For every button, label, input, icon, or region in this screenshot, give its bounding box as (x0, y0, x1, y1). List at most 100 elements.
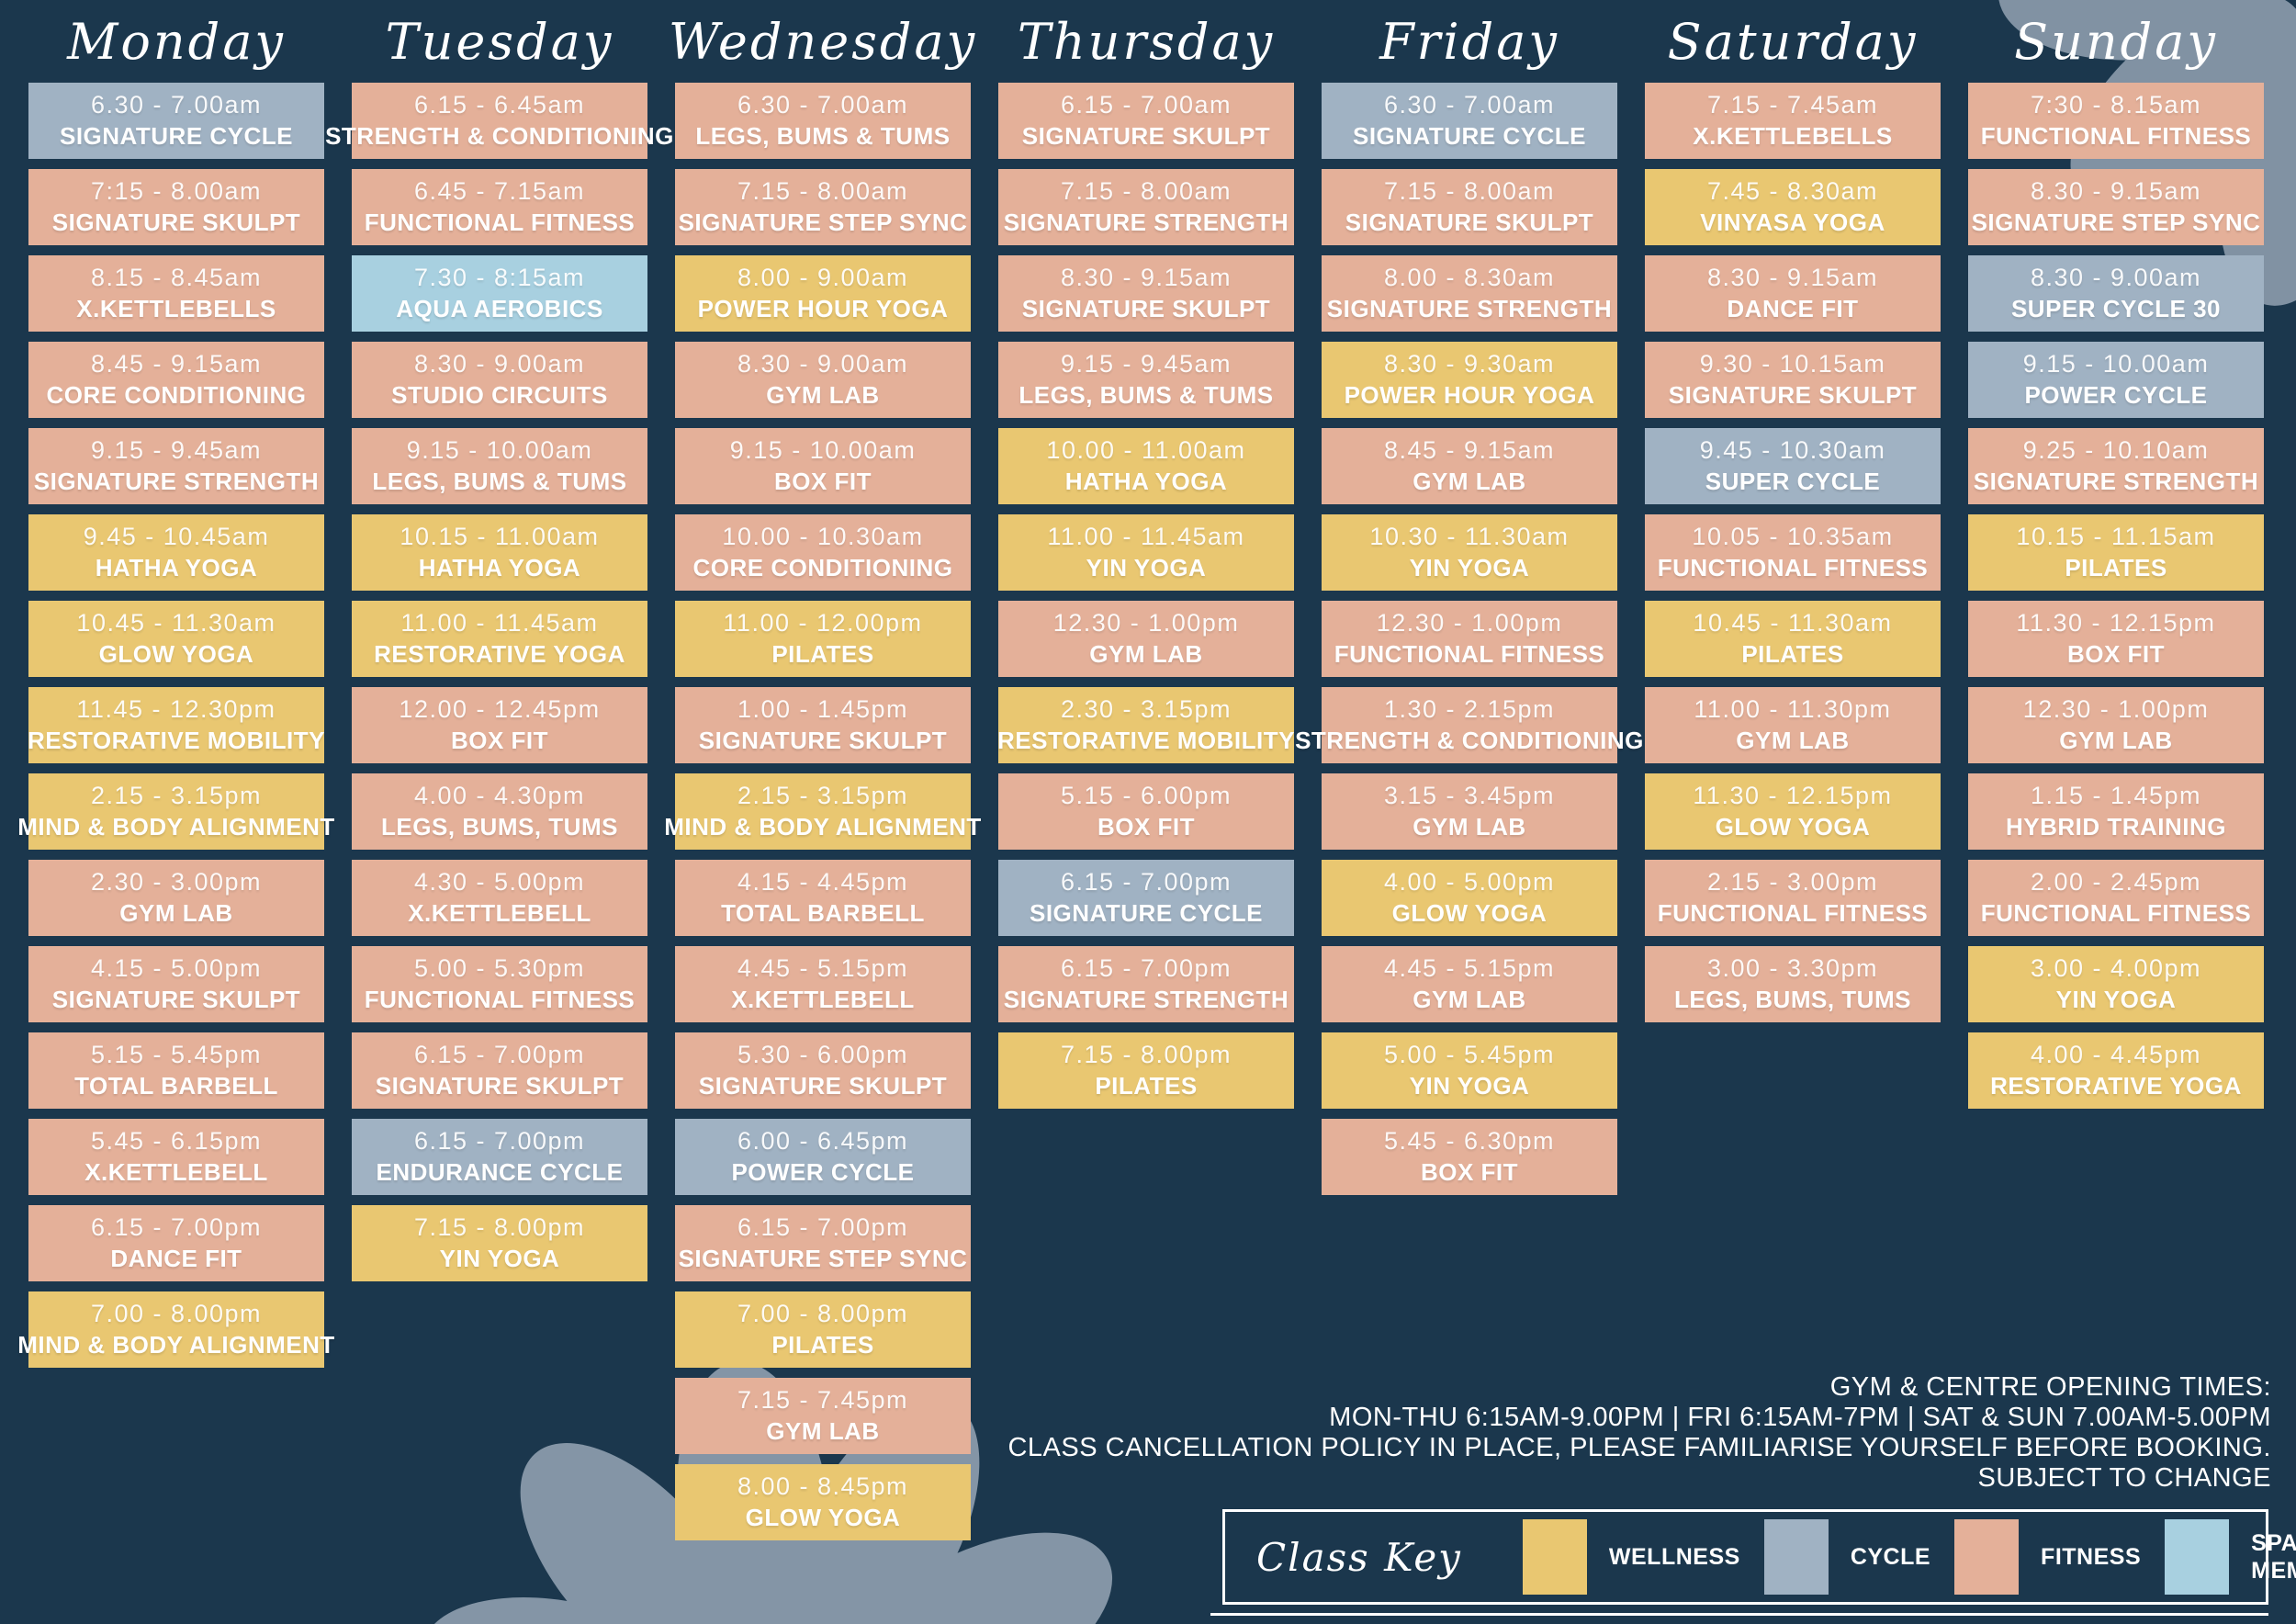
class-name: SIGNATURE SKULPT (375, 1072, 625, 1100)
class-name: GLOW YOGA (1715, 813, 1871, 840)
day-column-saturday: Saturday 7.15 - 7.45am X.KETTLEBELLS 7.45 -… (1645, 0, 1941, 1540)
class-name: LEGS, BUMS, TUMS (381, 813, 618, 840)
class-key-label: WELLNESS (1608, 1544, 1740, 1570)
class-card: 5.30 - 6.00pm SIGNATURE SKULPT (675, 1032, 971, 1109)
class-name: GYM LAB (1089, 640, 1203, 668)
class-card-list: 7.15 - 7.45am X.KETTLEBELLS 7.45 - 8.30am V… (1645, 83, 1941, 1022)
class-time: 11.45 - 12.30pm (76, 695, 276, 723)
class-name: PILATES (2065, 554, 2167, 581)
day-column-sunday: Sunday 7:30 - 8.15am FUNCTIONAL FITNESS 8.3… (1968, 0, 2264, 1540)
class-card: 6.15 - 7.00pm SIGNATURE CYCLE (998, 860, 1294, 936)
class-name: DANCE FIT (110, 1245, 242, 1272)
fitness-color-swatch (1954, 1519, 2020, 1595)
class-time: 8.45 - 9.15am (90, 350, 263, 378)
class-card: 1.15 - 1.45pm HYBRID TRAINING (1968, 773, 2264, 850)
cancellation-policy-note: CLASS CANCELLATION POLICY IN PLACE, PLEA… (1007, 1433, 2271, 1462)
class-name: GLOW YOGA (745, 1504, 901, 1531)
class-card: 10.45 - 11.30am PILATES (1645, 601, 1941, 677)
class-card: 2.30 - 3.15pm RESTORATIVE MOBILITY (997, 687, 1295, 763)
class-key-items: WELLNESS CYCLE FITNESS SPA & WELLNESSMEMBER… (1522, 1519, 2296, 1595)
class-name: HYBRID TRAINING (2005, 813, 2227, 840)
class-card: 7.15 - 8.00pm YIN YOGA (352, 1205, 647, 1281)
class-time: 7.15 - 8.00am (1383, 177, 1556, 205)
class-time: 5.00 - 5.30pm (413, 954, 586, 982)
class-time: 1.00 - 1.45pm (737, 695, 909, 723)
class-card: 9.30 - 10.15am SIGNATURE SKULPT (1645, 342, 1941, 418)
class-name: YIN YOGA (439, 1245, 560, 1272)
class-time: 7.00 - 8.00pm (737, 1300, 909, 1327)
class-name: YIN YOGA (1086, 554, 1207, 581)
class-name: POWER HOUR YOGA (697, 295, 949, 322)
class-card: 12.30 - 1.00pm GYM LAB (1968, 687, 2264, 763)
class-time: 12.30 - 1.00pm (1376, 609, 1563, 637)
class-card: 6.15 - 7.00pm SIGNATURE STEP SYNC (675, 1205, 971, 1281)
class-card-list: 6.30 - 7.00am LEGS, BUMS & TUMS 7.15 - 8.0… (664, 83, 981, 1540)
class-card: 9.45 - 10.45am HATHA YOGA (28, 514, 324, 591)
class-card: 7.00 - 8.00pm PILATES (675, 1291, 971, 1368)
class-card: 4.45 - 5.15pm X.KETTLEBELL (675, 946, 971, 1022)
class-name: SIGNATURE STRENGTH (33, 468, 320, 495)
class-time: 2.15 - 3.15pm (737, 782, 909, 809)
class-card: 8.45 - 9.15am CORE CONDITIONING (28, 342, 324, 418)
class-card: 7.15 - 7.45am X.KETTLEBELLS (1645, 83, 1941, 159)
class-time: 9.15 - 10.00am (406, 436, 593, 464)
class-name: AQUA AEROBICS (396, 295, 603, 322)
class-time: 6.45 - 7.15am (413, 177, 586, 205)
class-card: 8.30 - 9.00am SUPER CYCLE 30 (1968, 255, 2264, 332)
class-name: MIND & BODY ALIGNMENT (17, 1331, 335, 1359)
class-card: 4.15 - 5.00pm SIGNATURE SKULPT (28, 946, 324, 1022)
class-name: CORE CONDITIONING (46, 381, 307, 409)
class-card: 8.15 - 8.45am X.KETTLEBELLS (28, 255, 324, 332)
class-time: 9.15 - 9.45am (90, 436, 263, 464)
class-name: CORE CONDITIONING (692, 554, 953, 581)
class-name: GYM LAB (1412, 468, 1526, 495)
class-card: 11.45 - 12.30pm RESTORATIVE MOBILITY (28, 687, 324, 763)
class-time: 7.45 - 8.30am (1706, 177, 1879, 205)
class-card: 11.00 - 11.45am RESTORATIVE YOGA (352, 601, 647, 677)
class-time: 8.30 - 9.00am (413, 350, 586, 378)
class-name: LEGS, BUMS & TUMS (372, 468, 627, 495)
class-name: VINYASA YOGA (1700, 209, 1885, 236)
legend-underline (1210, 1613, 2268, 1616)
class-card: 10.05 - 10.35am FUNCTIONAL FITNESS (1645, 514, 1941, 591)
class-card: 6.15 - 7.00am SIGNATURE SKULPT (998, 83, 1294, 159)
class-name: FUNCTIONAL FITNESS (364, 209, 636, 236)
class-card: 7.15 - 8.00am SIGNATURE SKULPT (1322, 169, 1617, 245)
class-time: 8.00 - 9.00am (737, 264, 909, 291)
class-card: 1.00 - 1.45pm SIGNATURE SKULPT (675, 687, 971, 763)
class-name: SIGNATURE STEP SYNC (1971, 209, 2261, 236)
class-card: 5.45 - 6.30pm BOX FIT (1322, 1119, 1617, 1195)
class-time: 8.00 - 8.30am (1383, 264, 1556, 291)
class-card: 7.15 - 8.00am SIGNATURE STEP SYNC (675, 169, 971, 245)
day-column-friday: Friday 6.30 - 7.00am SIGNATURE CYCLE 7.15 -… (1295, 0, 1643, 1540)
class-name: RESTORATIVE MOBILITY (997, 727, 1295, 754)
class-time: 10.05 - 10.35am (1692, 523, 1894, 550)
class-card: 8.45 - 9.15am GYM LAB (1322, 428, 1617, 504)
class-name: HATHA YOGA (1064, 468, 1228, 495)
class-time: 10.00 - 11.00am (1046, 436, 1246, 464)
class-card: 6.15 - 7.00pm SIGNATURE SKULPT (352, 1032, 647, 1109)
class-name: PILATES (771, 1331, 874, 1359)
class-name: YIN YOGA (2055, 986, 2177, 1013)
class-card: 9.25 - 10.10am SIGNATURE STRENGTH (1968, 428, 2264, 504)
class-time: 5.15 - 5.45pm (90, 1041, 263, 1068)
day-heading: Saturday (1667, 12, 1919, 71)
class-time: 9.15 - 9.45am (1060, 350, 1232, 378)
class-time: 11.00 - 12.00pm (723, 609, 923, 637)
class-card: 2.15 - 3.15pm MIND & BODY ALIGNMENT (664, 773, 981, 850)
class-card: 3.00 - 3.30pm LEGS, BUMS, TUMS (1645, 946, 1941, 1022)
class-card: 8.30 - 9.15am SIGNATURE STEP SYNC (1968, 169, 2264, 245)
class-name: PILATES (771, 640, 874, 668)
class-name: FUNCTIONAL FITNESS (1980, 122, 2252, 150)
class-name: BOX FIT (450, 727, 549, 754)
wellness-color-swatch (1522, 1519, 1587, 1595)
class-name: SIGNATURE SKULPT (1021, 122, 1271, 150)
class-card: 5.15 - 6.00pm BOX FIT (998, 773, 1294, 850)
day-column-tuesday: Tuesday 6.15 - 6.45am STRENGTH & CONDITION… (325, 0, 673, 1540)
class-name: GLOW YOGA (1391, 899, 1548, 927)
class-card: 7.15 - 7.45pm GYM LAB (675, 1378, 971, 1454)
class-time: 5.30 - 6.00pm (737, 1041, 909, 1068)
class-card: 11.00 - 12.00pm PILATES (675, 601, 971, 677)
class-time: 9.30 - 10.15am (1699, 350, 1886, 378)
class-time: 7:30 - 8.15am (2030, 91, 2202, 118)
